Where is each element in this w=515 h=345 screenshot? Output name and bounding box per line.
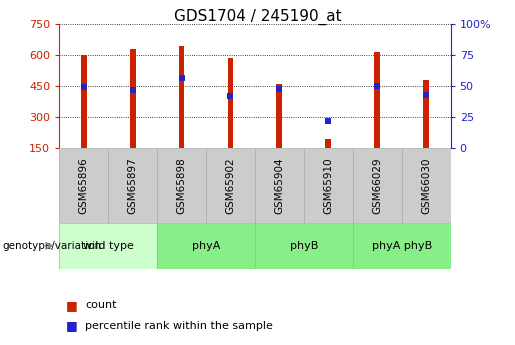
Text: wild type: wild type [83, 241, 133, 251]
Bar [157, 148, 206, 223]
Bar [157, 223, 255, 269]
Bar [108, 148, 157, 223]
Bar [228, 58, 233, 148]
Text: percentile rank within the sample: percentile rank within the sample [85, 321, 273, 331]
Bar [206, 148, 255, 223]
Bar [325, 139, 331, 148]
Text: GSM65896: GSM65896 [79, 157, 89, 214]
Text: GSM65897: GSM65897 [128, 157, 138, 214]
Bar [130, 49, 135, 148]
Text: ■: ■ [66, 319, 78, 333]
Text: GSM66029: GSM66029 [372, 157, 382, 214]
Bar [402, 148, 451, 223]
Bar [423, 80, 429, 148]
Bar [179, 46, 184, 148]
Bar [374, 52, 380, 148]
Text: phyB: phyB [289, 241, 318, 251]
Bar [59, 223, 157, 269]
Text: GSM65898: GSM65898 [177, 157, 186, 214]
Text: GSM65902: GSM65902 [226, 157, 235, 214]
Bar [255, 148, 304, 223]
Bar [277, 84, 282, 148]
Bar [255, 223, 353, 269]
Text: phyA: phyA [192, 241, 220, 251]
Text: genotype/variation: genotype/variation [3, 241, 101, 251]
Text: GSM65904: GSM65904 [274, 157, 284, 214]
Text: GSM65910: GSM65910 [323, 157, 333, 214]
Bar [81, 55, 87, 148]
Bar [353, 223, 451, 269]
Text: phyA phyB: phyA phyB [372, 241, 432, 251]
Bar [59, 148, 108, 223]
Bar [304, 148, 353, 223]
Text: GSM66030: GSM66030 [421, 157, 431, 214]
Text: count: count [85, 300, 116, 310]
Text: ■: ■ [66, 299, 78, 312]
Text: GDS1704 / 245190_at: GDS1704 / 245190_at [174, 9, 341, 25]
Bar [353, 148, 402, 223]
